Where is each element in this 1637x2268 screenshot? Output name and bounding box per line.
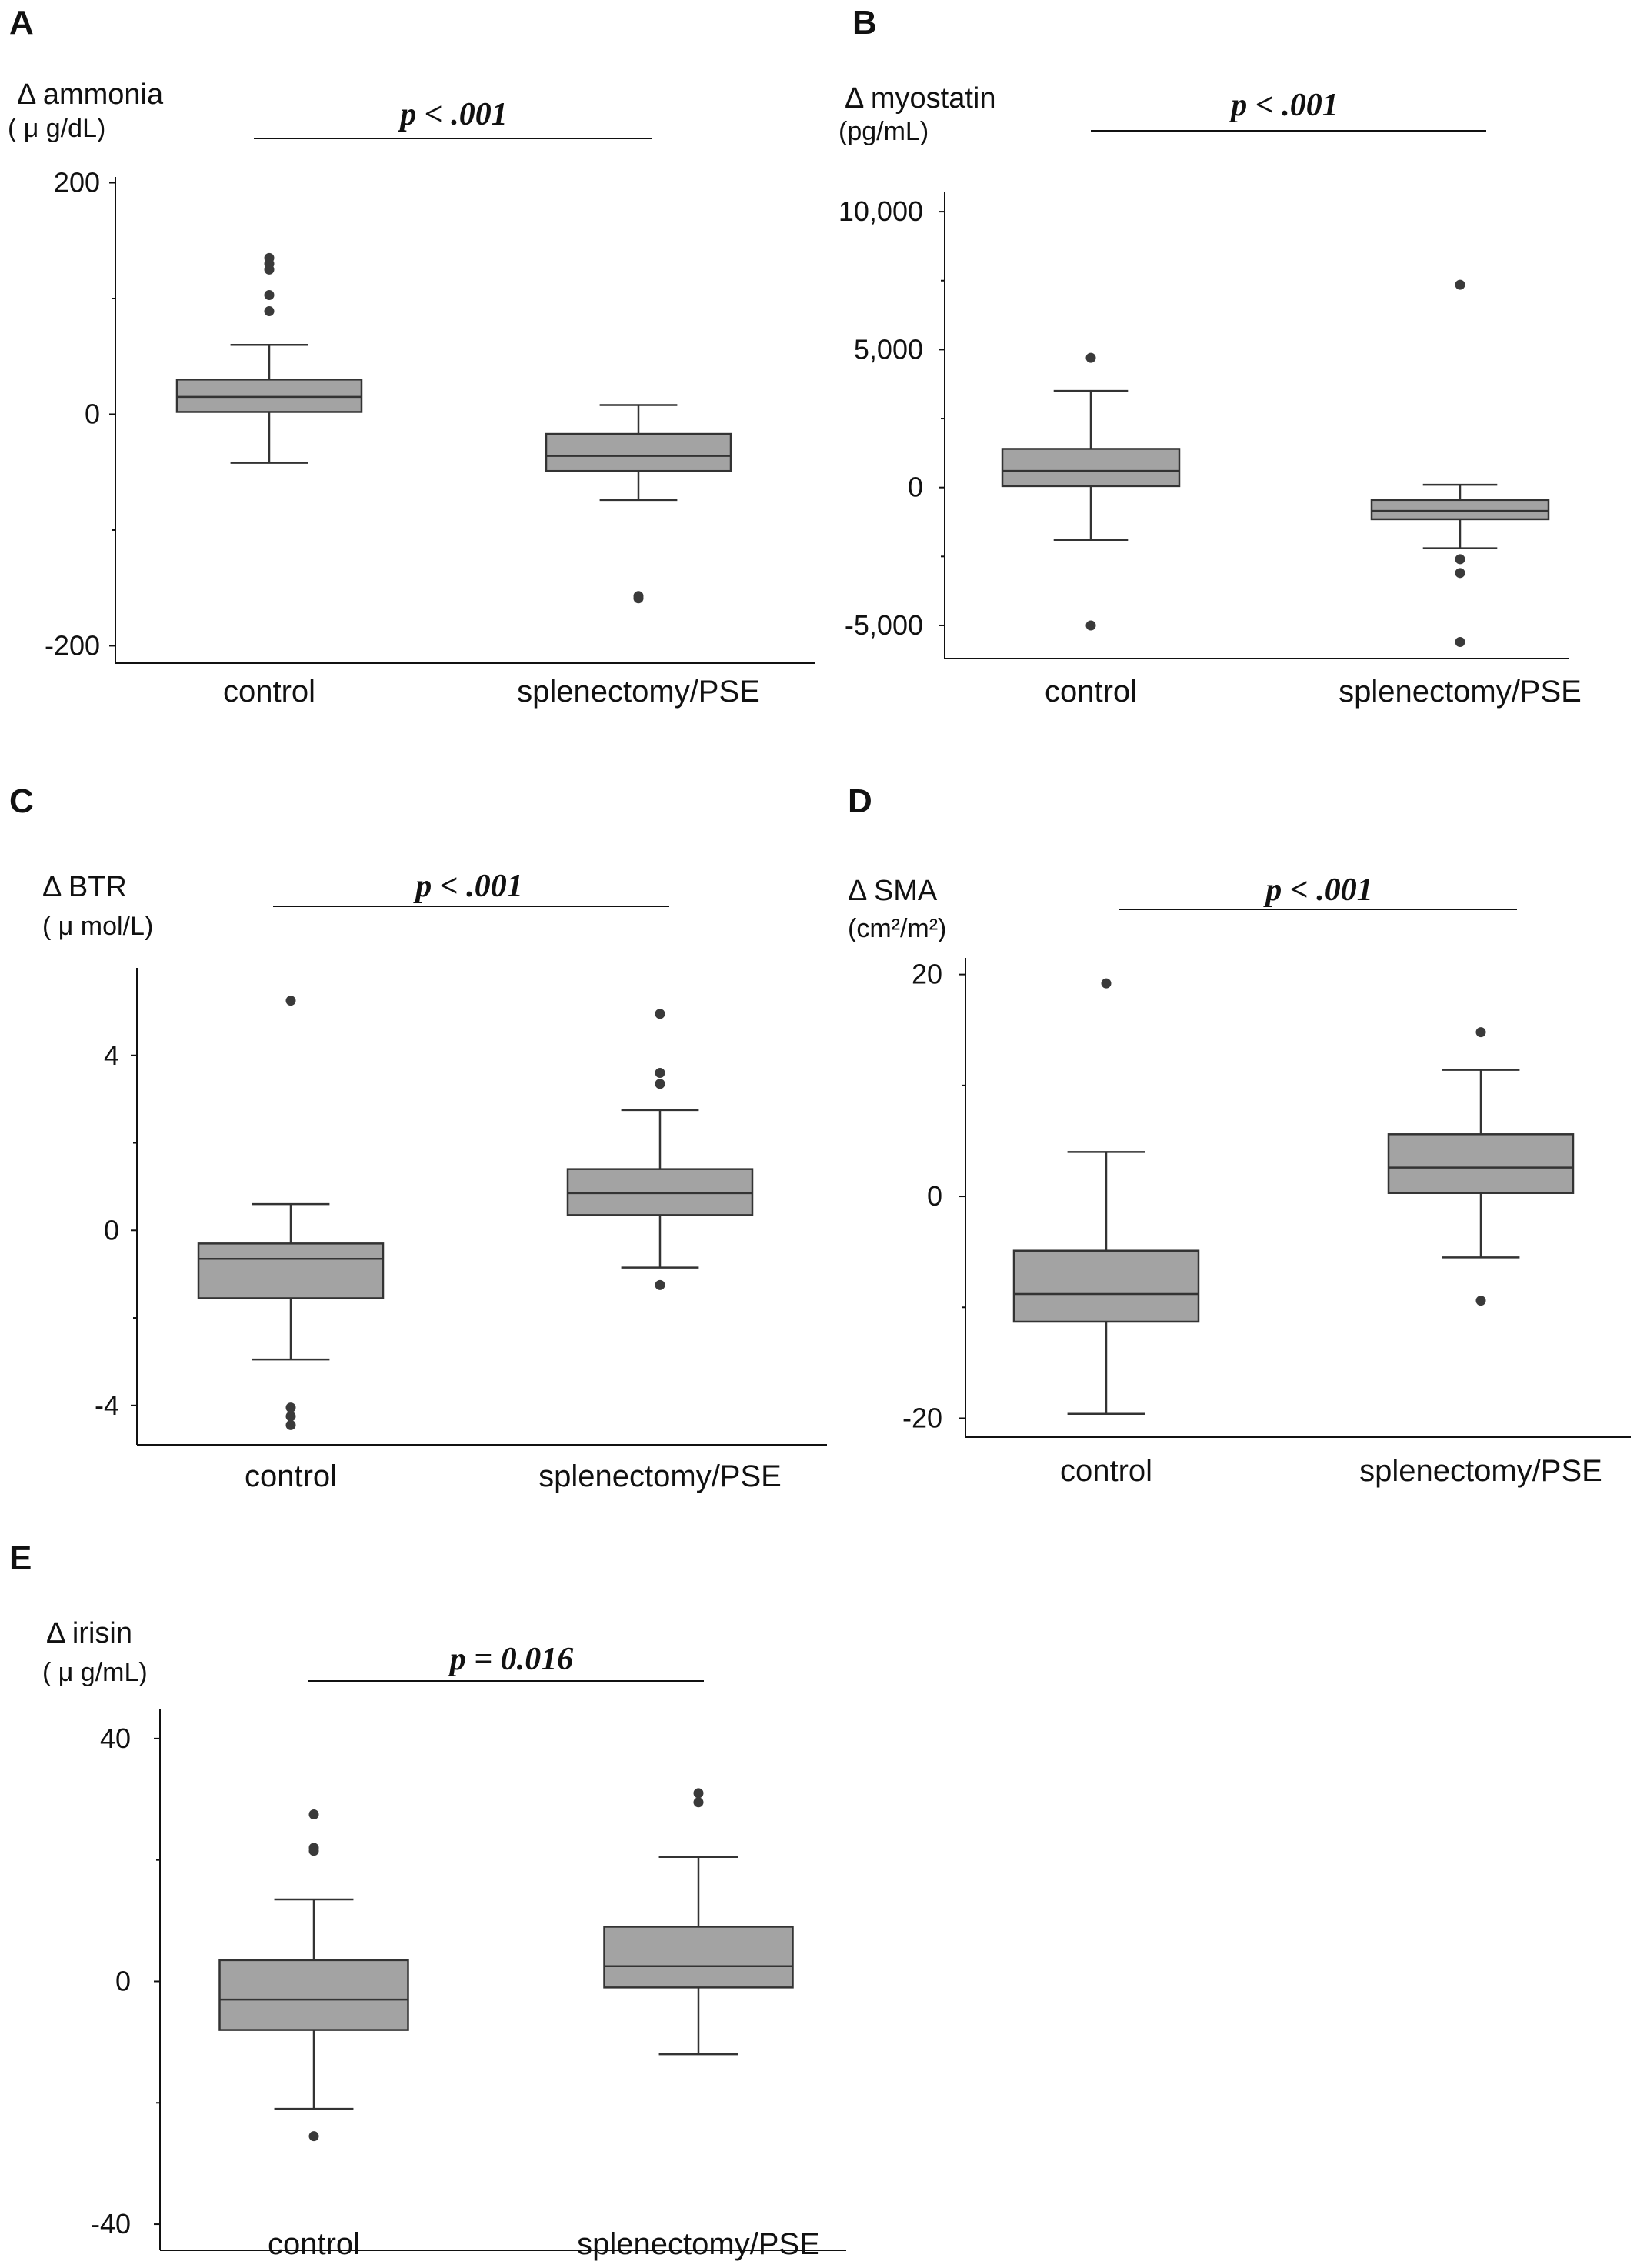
y-tick-label: -5,000 [845, 609, 923, 641]
p-value-label: p < .001 [1263, 872, 1372, 908]
y-axis-unit: (pg/mL) [839, 117, 929, 146]
panel-letter: C [9, 782, 34, 820]
iqr-box [1387, 1133, 1575, 1194]
box-control [1001, 352, 1181, 631]
iqr-box [545, 432, 732, 472]
x-category-label: control [1060, 1454, 1152, 1488]
p-value-label: p = 0.016 [448, 1642, 573, 1677]
outlier-point [285, 1419, 296, 1430]
iqr-box [175, 379, 363, 413]
x-category-label: splenectomy/PSE [517, 675, 760, 709]
y-tick-label: -20 [902, 1402, 942, 1433]
y-axis-unit: ( μ g/dL) [8, 114, 105, 143]
x-category-label: control [1045, 675, 1137, 709]
outlier-point [1101, 978, 1112, 989]
outlier-point [655, 1079, 665, 1089]
p-value-label: p < .001 [1229, 88, 1338, 123]
y-axis-label: Δ myostatin [845, 82, 995, 115]
y-axis-label: Δ irisin [46, 1617, 132, 1649]
x-category-label: control [245, 1459, 337, 1493]
iqr-box [566, 1168, 754, 1216]
chart-panel-e: E Δ irisin ( μ g/mL) 40 0 -40 p = 0.016 control… [9, 1539, 846, 2261]
outlier-point [1085, 620, 1096, 631]
box-control [197, 996, 385, 1430]
outlier-point [264, 306, 275, 317]
outlier-point [693, 1788, 704, 1799]
chart-panel-a: A Δ ammonia ( μ g/dL) 200 0 -200 p < .001 contr… [8, 4, 815, 709]
y-tick-label: -4 [95, 1389, 119, 1421]
outlier-point [1085, 352, 1096, 363]
box-control [1012, 978, 1200, 1415]
iqr-box [218, 1959, 409, 2031]
outlier-point [633, 593, 644, 604]
chart-panel-b: B Δ myostatin(pg/mL) 10,000 5,000 0 -5,000 p <… [839, 4, 1582, 709]
box-splenectomy-pse [603, 1788, 794, 2056]
y-tick-label: 0 [104, 1214, 119, 1246]
panel-letter: B [852, 4, 877, 42]
x-category-label: control [268, 2227, 360, 2261]
outlier-point [1475, 1296, 1486, 1306]
y-axis-unit: ( μ g/mL) [42, 1658, 148, 1687]
iqr-box [603, 1926, 794, 1989]
outlier-point [285, 1411, 296, 1422]
box-splenectomy-pse [1370, 279, 1550, 647]
x-category-label: splenectomy/PSE [1359, 1454, 1602, 1488]
y-axis-label: Δ BTR [42, 871, 127, 903]
x-category-label: splenectomy/PSE [577, 2227, 820, 2261]
box-control [218, 1809, 409, 2142]
outlier-point [264, 289, 275, 300]
panel-letter: E [9, 1539, 32, 1577]
outlier-point [1455, 279, 1465, 290]
box-splenectomy-pse [566, 1009, 754, 1290]
y-tick-label: 0 [85, 398, 100, 429]
y-tick-label: 40 [100, 1723, 131, 1754]
outlier-point [1455, 554, 1465, 565]
outlier-point [285, 996, 296, 1006]
y-axis-unit: ( μ mol/L) [42, 912, 153, 941]
box-splenectomy-pse [1387, 1027, 1575, 1306]
y-tick-label: -200 [45, 629, 100, 661]
p-value-label: p < .001 [413, 869, 522, 904]
y-tick-label: 10,000 [839, 195, 923, 227]
outlier-point [693, 1797, 704, 1808]
x-category-label: splenectomy/PSE [538, 1459, 782, 1493]
p-value-label: p < .001 [398, 97, 507, 132]
iqr-box [197, 1242, 385, 1299]
panel-letter: D [848, 782, 872, 820]
y-tick-label: 200 [54, 167, 100, 198]
box-control [175, 252, 363, 464]
iqr-box [1001, 448, 1181, 488]
x-category-label: control [223, 675, 315, 709]
iqr-box [1012, 1249, 1200, 1323]
y-tick-label: 4 [104, 1039, 119, 1071]
y-tick-label: -40 [91, 2208, 131, 2240]
outlier-point [655, 1068, 665, 1079]
outlier-point [1475, 1027, 1486, 1038]
y-axis-label: Δ SMA [848, 875, 938, 907]
y-axis-label: Δ ammonia [17, 78, 164, 111]
outlier-point [285, 1402, 296, 1413]
y-tick-label: 20 [912, 959, 942, 990]
y-axis-unit: (cm²/m²) [848, 914, 946, 943]
outlier-point [655, 1009, 665, 1019]
outlier-point [655, 1279, 665, 1290]
y-tick-label: 5,000 [854, 333, 923, 365]
chart-panel-c: C Δ BTR ( μ mol/L) 4 0 -4 p < .001 control splen… [9, 782, 827, 1493]
x-category-label: splenectomy/PSE [1339, 675, 1582, 709]
y-tick-label: 0 [927, 1180, 942, 1212]
y-tick-label: 0 [115, 1965, 131, 1996]
outlier-point [1455, 636, 1465, 647]
chart-panel-d: D Δ SMA (cm²/m²) 20 0 -20 p < .001 control splen… [848, 782, 1631, 1488]
outlier-point [308, 1846, 319, 1856]
outlier-point [308, 2131, 319, 2142]
box-splenectomy-pse [545, 404, 732, 604]
y-tick-label: 0 [908, 472, 923, 503]
outlier-point [264, 264, 275, 275]
panel-letter: A [9, 4, 34, 42]
iqr-box [1370, 499, 1550, 521]
outlier-point [1455, 568, 1465, 579]
outlier-point [308, 1809, 319, 1819]
